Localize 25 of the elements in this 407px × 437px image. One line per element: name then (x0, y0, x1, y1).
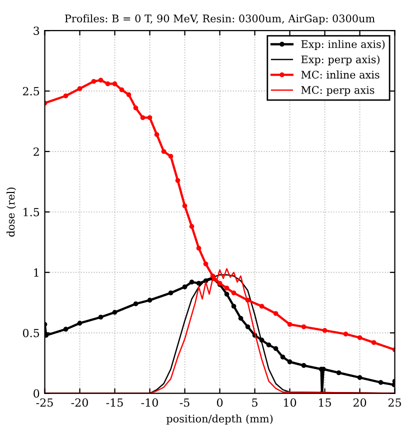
x-tick-label: -10 (141, 398, 158, 407)
y-tick-label: 2 (34, 147, 39, 156)
x-tick-label: 0 (216, 398, 223, 407)
y-tick-label: 2.5 (22, 87, 40, 96)
y-tick-label: 0 (34, 389, 40, 398)
y-tick-label: 1.5 (24, 208, 40, 216)
x-tick-label: 20 (353, 398, 366, 407)
x-axis-title: position/depth (mm) (166, 414, 273, 425)
y-axis-title: dose (rel) (6, 188, 16, 237)
y-tick-label: 3 (34, 26, 40, 35)
x-tick-label: 15 (319, 398, 331, 407)
legend-label: MC: perp axis (301, 86, 374, 96)
legend-label: MC: inline axis (301, 70, 380, 79)
y-tick-label: 1 (34, 268, 38, 277)
legend-label: Exp: inline axis) (301, 40, 385, 50)
x-tick-label: -15 (106, 398, 123, 407)
x-tick-label: -20 (71, 398, 88, 407)
y-tick-label: 0.5 (22, 328, 40, 338)
chart-title: Profiles: B = 0 T, 90 MeV, Resin: 0300um, AirGap: 0300um (65, 14, 375, 24)
x-tick-label: 25 (388, 398, 401, 407)
x-tick-label: -5 (180, 398, 190, 407)
legend-label: Exp: perp axis) (301, 55, 380, 66)
x-tick-label: 5 (252, 398, 258, 407)
x-tick-label: -25 (36, 398, 53, 407)
x-tick-label: 10 (284, 398, 296, 407)
